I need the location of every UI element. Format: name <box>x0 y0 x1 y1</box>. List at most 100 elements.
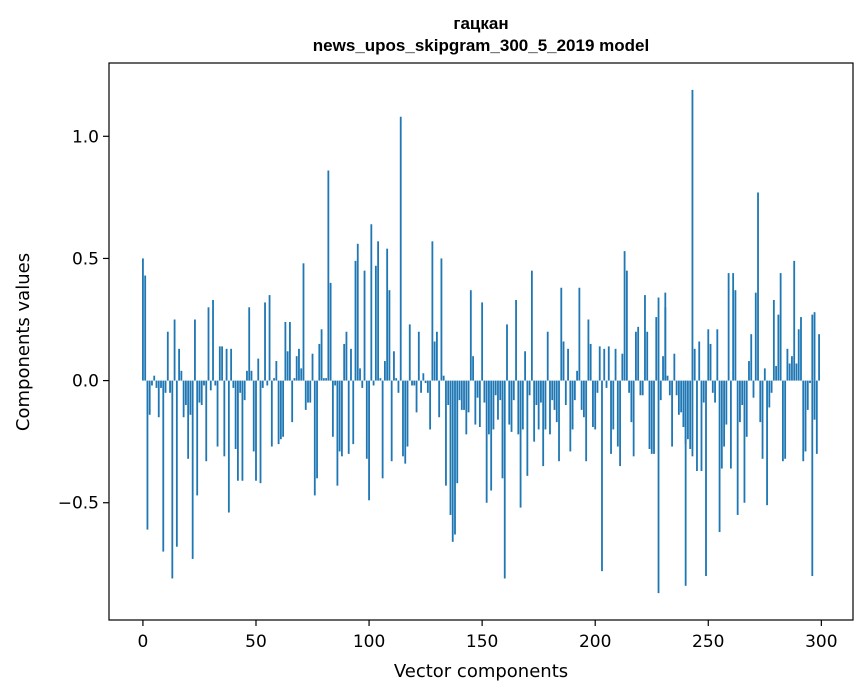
bar-43 <box>239 380 242 393</box>
bar-132 <box>440 258 443 381</box>
bar-251 <box>709 343 712 381</box>
bar-267 <box>745 380 748 437</box>
bar-100 <box>368 380 370 501</box>
bar-220 <box>639 380 642 396</box>
bar-171 <box>528 380 531 396</box>
bar-129 <box>433 341 436 381</box>
bar-281 <box>777 314 780 381</box>
x-tick-label: 150 <box>466 632 498 652</box>
bar-168 <box>521 380 524 430</box>
bar-259 <box>727 273 730 381</box>
bar-184 <box>558 380 560 462</box>
bar-196 <box>585 380 588 462</box>
bar-77 <box>316 380 318 479</box>
bar-254 <box>716 329 719 381</box>
bar-3 <box>148 380 151 415</box>
bar-236 <box>675 380 678 396</box>
bar-82 <box>327 170 330 381</box>
bar-extra-0 <box>657 380 660 594</box>
bar-91 <box>347 380 350 454</box>
bar-8 <box>160 380 162 388</box>
bar-121 <box>415 380 418 413</box>
bar-19 <box>184 380 187 406</box>
bar-141 <box>460 380 463 410</box>
bar-46 <box>246 370 248 381</box>
bar-60 <box>277 380 280 445</box>
bar-284 <box>784 380 787 459</box>
bar-67 <box>293 378 296 381</box>
bar-extra-1 <box>684 380 687 586</box>
bar-229 <box>659 380 662 401</box>
bar-219 <box>637 326 640 381</box>
bar-93 <box>352 380 355 445</box>
bar-106 <box>381 380 384 479</box>
bar-241 <box>687 380 689 440</box>
bar-289 <box>795 363 798 381</box>
bar-296 <box>811 314 814 381</box>
bar-199 <box>592 380 594 428</box>
bar-130 <box>436 331 438 381</box>
x-tick-label: 100 <box>353 632 385 652</box>
bar-extra-7 <box>818 334 820 381</box>
bar-151 <box>483 380 486 403</box>
bar-73 <box>307 380 309 403</box>
bar-95 <box>356 243 359 381</box>
bar-42 <box>237 380 239 481</box>
bar-274 <box>761 380 764 459</box>
bar-41 <box>234 380 237 449</box>
bar-170 <box>526 380 529 476</box>
bar-76 <box>313 380 316 496</box>
bar-297 <box>813 380 816 420</box>
bar-268 <box>748 361 750 381</box>
bar-153 <box>488 380 490 435</box>
x-tick-label: 300 <box>805 632 837 652</box>
bar-90 <box>345 331 348 381</box>
bar-247 <box>700 380 703 471</box>
bar-25 <box>198 380 201 403</box>
bar-149 <box>478 380 481 428</box>
bar-255 <box>718 380 721 533</box>
bar-101 <box>370 224 373 381</box>
bar-94 <box>354 260 357 381</box>
bar-78 <box>318 343 321 381</box>
bar-21 <box>189 380 192 415</box>
bar-59 <box>275 361 278 381</box>
bar-72 <box>304 380 307 410</box>
bar-9 <box>162 380 165 552</box>
bar-103 <box>374 265 377 381</box>
chart-title-line-1: гацкан <box>453 14 508 33</box>
bar-79 <box>320 329 323 381</box>
bar-17 <box>180 370 183 381</box>
bar-58 <box>273 378 275 381</box>
bar-156 <box>494 380 497 396</box>
bar-102 <box>372 380 375 386</box>
bar-48 <box>250 370 253 381</box>
bar-23 <box>194 319 196 381</box>
bar-146 <box>472 356 474 381</box>
bar-232 <box>666 375 669 381</box>
bar-115 <box>402 380 404 457</box>
bar-256 <box>720 380 723 469</box>
bar-111 <box>393 351 395 381</box>
bar-169 <box>524 351 526 381</box>
bar-124 <box>422 373 425 381</box>
bar-185 <box>560 287 563 381</box>
bar-283 <box>781 380 784 462</box>
bar-215 <box>628 380 631 393</box>
bar-138 <box>454 380 456 535</box>
bar-84 <box>331 380 334 437</box>
bar-160 <box>503 380 506 579</box>
bar-212 <box>621 353 624 381</box>
y-tick-label: 0.0 <box>72 372 99 392</box>
bar-12 <box>169 380 171 393</box>
bar-187 <box>564 380 567 406</box>
bar-83 <box>329 282 332 381</box>
bar-104 <box>377 241 380 381</box>
bar-174 <box>535 380 538 406</box>
bar-131 <box>438 380 441 418</box>
bar-227 <box>655 317 658 381</box>
bar-133 <box>442 375 445 381</box>
bar-142 <box>463 380 465 410</box>
bar-33 <box>216 380 219 447</box>
bar-30 <box>209 380 212 391</box>
